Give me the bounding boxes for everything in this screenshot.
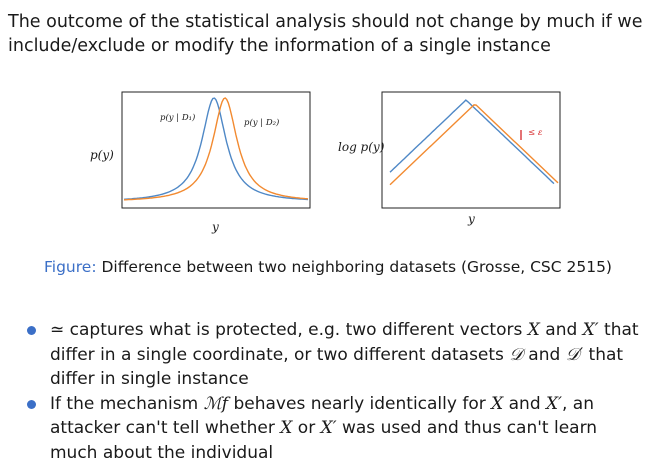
bullet-2-text: If the mechanism ℳf behaves nearly ident… xyxy=(50,393,598,463)
curve-d2 xyxy=(124,97,309,201)
bullet-item-2: If the mechanism ℳf behaves nearly ident… xyxy=(24,392,644,466)
logcurve-d2 xyxy=(389,104,559,186)
caption-text: Difference between two neighboring datas… xyxy=(96,258,612,276)
right-epsilon-label: ≤ ε xyxy=(528,128,543,138)
right-plot-svg xyxy=(381,91,561,209)
left-curve1-label: p(y | D₁) xyxy=(160,113,196,123)
right-xlabel: y xyxy=(468,212,475,226)
left-density-plot xyxy=(121,91,311,209)
right-ylabel: log p(y) xyxy=(338,140,385,154)
bullet-dot-icon xyxy=(27,326,36,335)
left-curve2-label: p(y | D₂) xyxy=(244,118,280,128)
left-ylabel: p(y) xyxy=(90,148,114,162)
left-xlabel: y xyxy=(212,220,219,234)
caption-lead: Figure: xyxy=(44,258,97,276)
right-plot-frame xyxy=(381,91,561,209)
intro-text: The outcome of the statistical analysis … xyxy=(8,12,643,56)
right-logdensity-plot xyxy=(381,91,561,209)
left-plot-frame xyxy=(121,91,311,209)
curve-d1 xyxy=(123,97,309,201)
figure-caption: Figure: Difference between two neighbori… xyxy=(0,258,656,276)
bullet-item-1: ≃ captures what is protected, e.g. two d… xyxy=(24,318,644,392)
left-plot-svg xyxy=(121,91,311,209)
bullet-dot-icon xyxy=(27,399,36,409)
logcurve-d1 xyxy=(389,99,555,185)
bullet-list: ≃ captures what is protected, e.g. two d… xyxy=(24,318,644,465)
bullet-1-text: ≃ captures what is protected, e.g. two d… xyxy=(50,320,639,389)
